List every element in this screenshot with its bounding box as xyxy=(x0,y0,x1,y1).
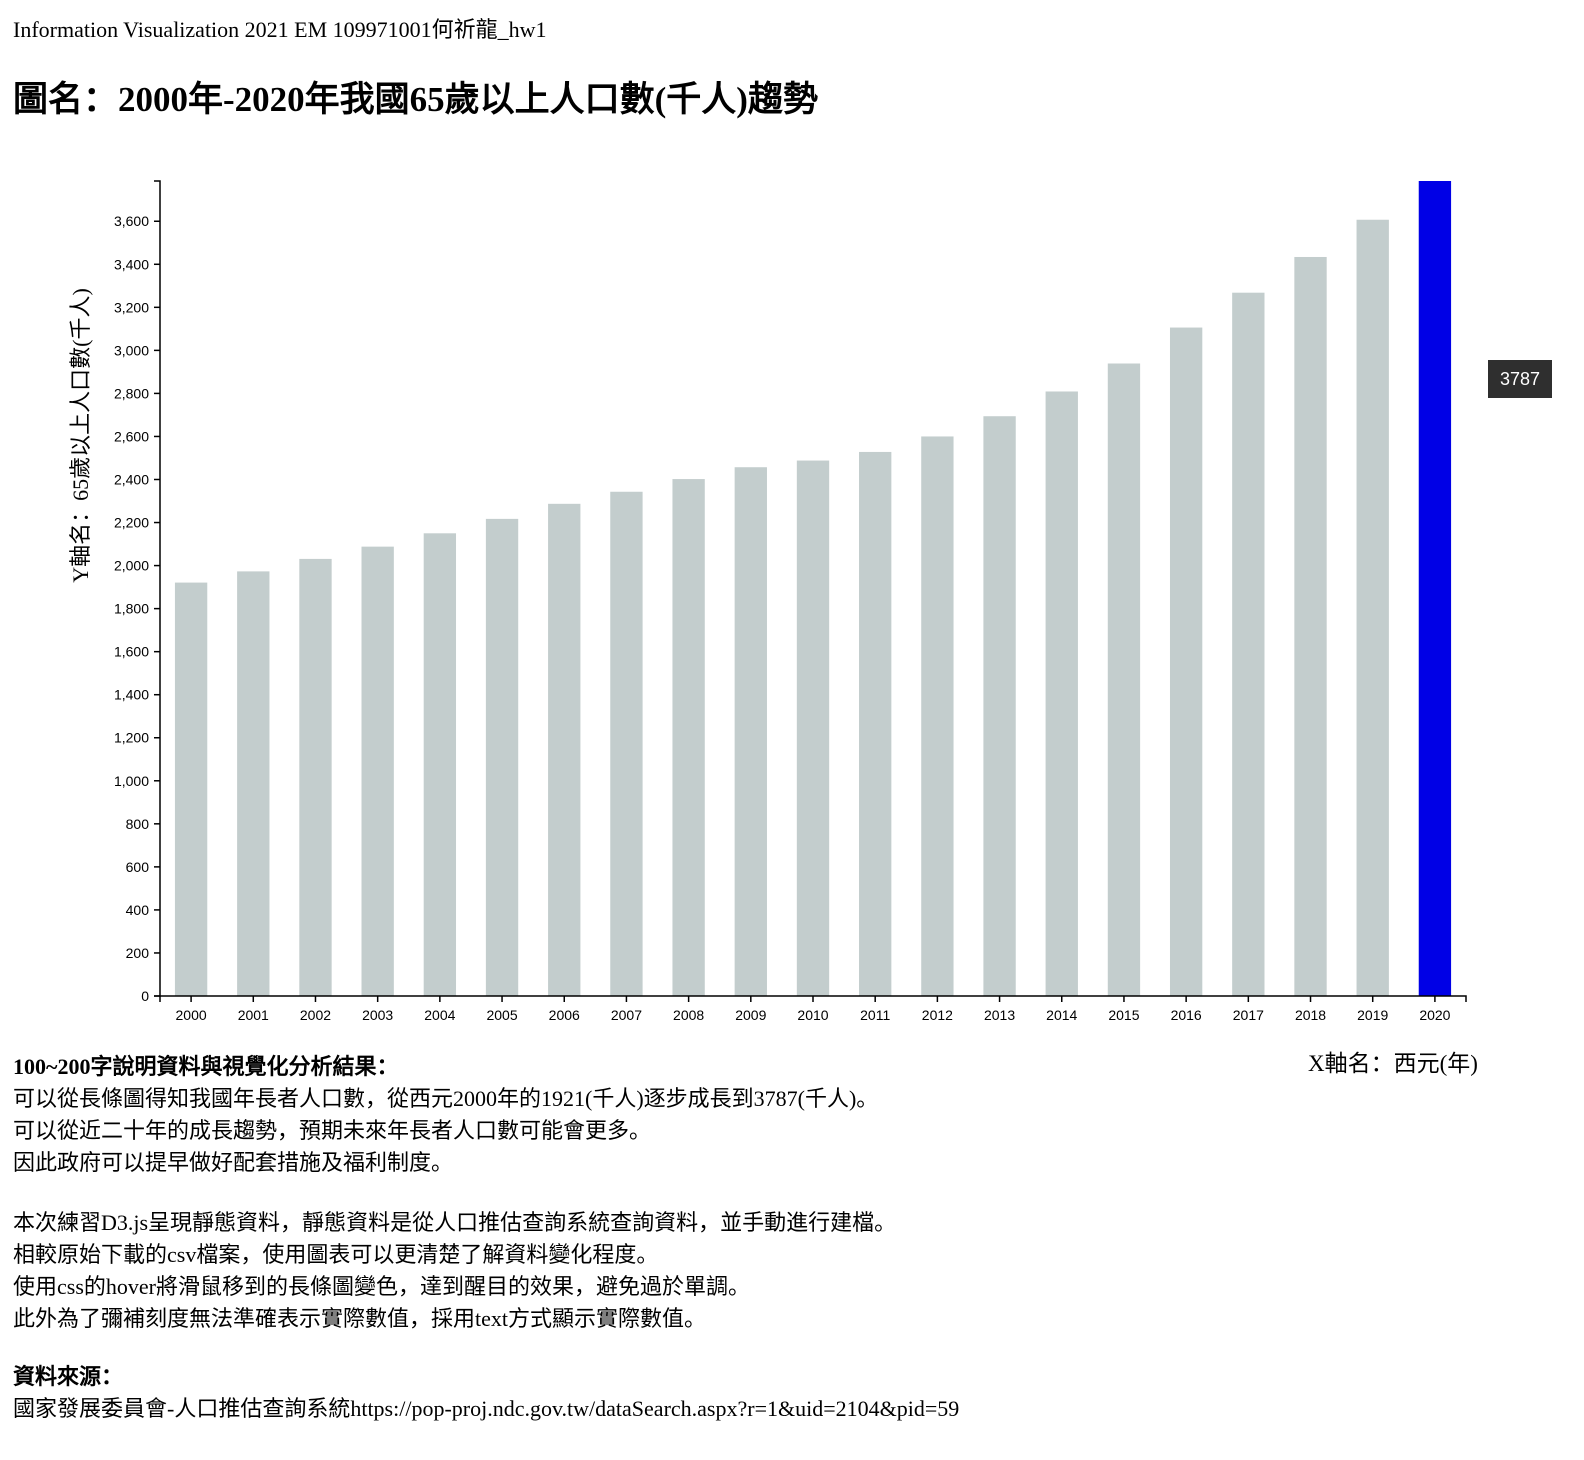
bar-2012[interactable] xyxy=(921,436,954,996)
bar-2016[interactable] xyxy=(1169,327,1203,996)
bar-2009[interactable] xyxy=(734,467,767,997)
y-tick-label: 400 xyxy=(126,902,150,918)
analysis-heading: 100~200字說明資料與視覺化分析結果： xyxy=(13,1054,399,1079)
bar-2010[interactable] xyxy=(796,460,830,996)
bar-2003[interactable] xyxy=(361,546,394,996)
x-tick-label: 2014 xyxy=(1046,1007,1077,1023)
x-tick-label: 2010 xyxy=(797,1007,828,1023)
page-header: Information Visualization 2021 EM 109971… xyxy=(13,17,547,42)
bar-2006[interactable] xyxy=(548,503,581,996)
bar-chart: 0 200 400 600 800 1,000 1,200 1,400 1,600 1,800 2,… xyxy=(68,180,1467,1023)
y-tick-label: 2,000 xyxy=(114,558,149,574)
y-tick-label: 2,800 xyxy=(114,385,149,401)
analysis-line: 可以從長條圖得知我國年長者人口數，從西元2000年的1921(千人)逐步成長到3… xyxy=(13,1086,879,1111)
x-axis-label: X軸名：西元(年) xyxy=(1308,1051,1478,1076)
value-tooltip: 3787 xyxy=(1488,360,1552,398)
x-tick-label: 2017 xyxy=(1233,1007,1264,1023)
x-tick-label: 2003 xyxy=(362,1007,393,1023)
x-tick-label: 2018 xyxy=(1295,1007,1326,1023)
bar-2001[interactable] xyxy=(237,571,270,996)
x-tick-label: 2001 xyxy=(238,1007,269,1023)
bar-2019[interactable] xyxy=(1356,219,1389,997)
bar-2015[interactable] xyxy=(1107,363,1141,997)
bar-2005[interactable] xyxy=(485,518,519,996)
y-axis-line xyxy=(154,180,161,997)
notes-section: 本次練習D3.js呈現靜態資料，靜態資料是從人口推估查詢系統查詢資料，並手動進行… xyxy=(13,1207,1513,1335)
x-tick-label: 2009 xyxy=(735,1007,766,1023)
analysis-line: 可以從近二十年的成長趨勢，預期未來年長者人口數可能會更多。 xyxy=(13,1118,652,1143)
y-tick-label: 0 xyxy=(141,988,149,1004)
analysis-line: 因此政府可以提早做好配套措施及福利制度。 xyxy=(13,1150,454,1175)
x-tick-label: 2011 xyxy=(860,1007,890,1023)
x-tick-label: 2000 xyxy=(176,1007,207,1023)
chart-title: 圖名：2000年-2020年我國65歲以上人口數(千人)趨勢 xyxy=(13,80,818,119)
bar-2000[interactable] xyxy=(174,582,208,996)
bar-2002[interactable] xyxy=(299,558,332,996)
y-tick-label: 3,400 xyxy=(114,256,149,272)
notes-line: 本次練習D3.js呈現靜態資料，靜態資料是從人口推估查詢系統查詢資料，並手動進行… xyxy=(13,1210,897,1235)
y-tick-label: 1,800 xyxy=(114,601,149,617)
bar-2011[interactable] xyxy=(859,451,892,996)
x-tick-label: 2008 xyxy=(673,1007,704,1023)
bar-2014[interactable] xyxy=(1045,391,1078,997)
bar-2020[interactable] xyxy=(1418,181,1452,996)
y-tick-label: 200 xyxy=(126,945,150,961)
notes-line: 此外為了彌補刻度無法準確表示實際數值，採用text方式顯示實際數值。 xyxy=(13,1306,706,1331)
source-section: 資料來源： 國家發展委員會-人口推估查詢系統https://pop-proj.n… xyxy=(13,1361,1513,1425)
bar-2008[interactable] xyxy=(672,479,705,996)
x-tick-label: 2006 xyxy=(549,1007,580,1023)
x-tick-label: 2004 xyxy=(424,1007,455,1023)
x-tick-label: 2012 xyxy=(922,1007,953,1023)
x-tick-label: 2020 xyxy=(1419,1007,1450,1023)
y-tick-label: 1,000 xyxy=(114,773,149,789)
y-tick-label: 3,200 xyxy=(114,299,149,315)
y-tick-label: 800 xyxy=(126,816,150,832)
notes-line: 相較原始下載的csv檔案，使用圖表可以更清楚了解資料變化程度。 xyxy=(13,1242,659,1267)
notes-line: 使用css的hover將滑鼠移到的長條圖變色，達到醒目的效果，避免過於單調。 xyxy=(13,1274,750,1299)
y-tick-label: 3,000 xyxy=(114,342,149,358)
x-tick-label: 2015 xyxy=(1108,1007,1139,1023)
y-axis-label: Y軸名：65歲以上人口數(千人) xyxy=(68,288,93,583)
x-tick-label: 2002 xyxy=(300,1007,331,1023)
source-heading: 資料來源： xyxy=(13,1364,124,1389)
y-tick-label: 1,400 xyxy=(114,687,149,703)
bar-2017[interactable] xyxy=(1232,292,1265,996)
y-tick-label: 2,200 xyxy=(114,515,149,531)
y-tick-label: 2,600 xyxy=(114,428,149,444)
analysis-section: 100~200字說明資料與視覺化分析結果： 可以從長條圖得知我國年長者人口數，從… xyxy=(13,1051,1513,1179)
y-tick-label: 600 xyxy=(126,859,150,875)
x-tick-label: 2019 xyxy=(1357,1007,1388,1023)
y-tick-label: 2,400 xyxy=(114,471,149,487)
bar-2004[interactable] xyxy=(423,533,457,996)
y-tick-label: 3,600 xyxy=(114,213,149,229)
y-tick-label: 1,600 xyxy=(114,644,149,660)
y-tick-label: 1,200 xyxy=(114,730,149,746)
bar-2007[interactable] xyxy=(610,491,643,996)
bar-2013[interactable] xyxy=(983,416,1016,997)
x-tick-label: 2013 xyxy=(984,1007,1015,1023)
source-text: 國家發展委員會-人口推估查詢系統https://pop-proj.ndc.gov… xyxy=(13,1396,960,1421)
x-tick-label: 2007 xyxy=(611,1007,642,1023)
bar-2018[interactable] xyxy=(1294,256,1327,997)
x-tick-label: 2005 xyxy=(486,1007,517,1023)
x-tick-label: 2016 xyxy=(1171,1007,1202,1023)
